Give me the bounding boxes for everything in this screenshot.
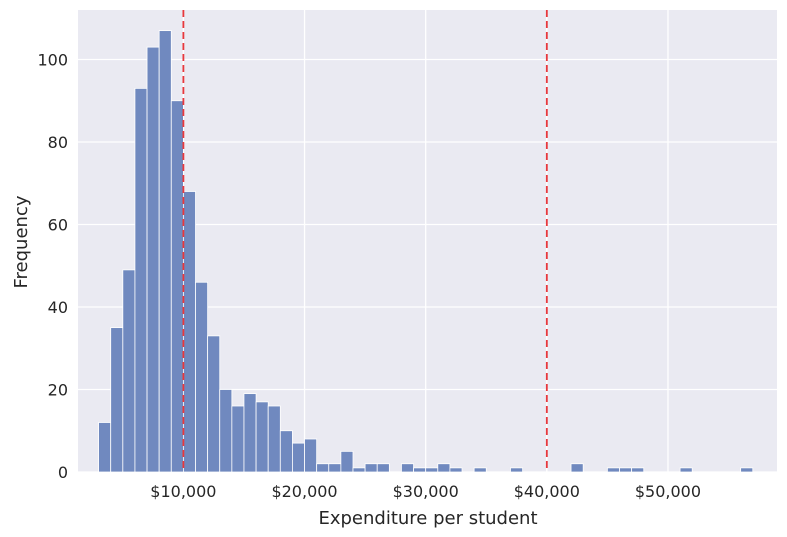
x-tick-label: $20,000 — [271, 482, 337, 501]
histogram-bar — [158, 30, 172, 473]
histogram-bar — [328, 463, 342, 473]
histogram-bar — [279, 430, 293, 473]
x-tick-label: $10,000 — [150, 482, 216, 501]
histogram-bar — [243, 393, 257, 473]
histogram-bar — [401, 463, 414, 473]
histogram-bar — [740, 467, 754, 473]
histogram-bar — [473, 467, 487, 473]
histogram-bar — [134, 87, 148, 473]
histogram-bar — [364, 463, 378, 473]
histogram-bar — [304, 438, 318, 473]
histogram-bar — [170, 100, 184, 473]
x-tick-labels: $10,000 $20,000 $30,000 $40,000 $50,000 — [150, 482, 701, 501]
histogram-bar — [425, 467, 439, 473]
histogram-bar — [292, 442, 305, 473]
y-tick-label: 20 — [48, 381, 68, 400]
histogram-bar — [182, 191, 196, 473]
histogram-bar — [352, 467, 366, 473]
histogram-bar — [376, 463, 390, 473]
histogram-bar — [437, 463, 451, 473]
y-tick-label: 40 — [48, 298, 68, 317]
histogram-bar — [449, 467, 463, 473]
histogram-bar — [146, 46, 160, 473]
histogram-bar — [255, 401, 269, 473]
y-tick-label: 80 — [48, 133, 68, 152]
histogram-bar — [510, 467, 523, 473]
x-tick-label: $50,000 — [635, 482, 701, 501]
histogram-bar — [606, 467, 620, 473]
y-axis-label: Frequency — [11, 195, 32, 288]
histogram-bar — [231, 405, 245, 473]
y-tick-label: 0 — [58, 463, 68, 482]
histogram-bar — [340, 450, 354, 473]
reference-lines — [182, 10, 548, 472]
histogram-bar — [679, 467, 693, 473]
histogram-bar — [413, 467, 427, 473]
histogram-bar — [219, 389, 233, 473]
histogram-bar — [316, 463, 330, 473]
histogram-bar — [207, 335, 221, 473]
histogram-bar — [110, 327, 124, 473]
histogram-bar — [195, 281, 209, 473]
histogram-bar — [631, 467, 645, 473]
y-tick-labels: 0 20 40 60 80 100 — [37, 51, 68, 483]
histogram-bars — [98, 30, 754, 473]
histogram-bar — [267, 405, 281, 473]
x-tick-label: $30,000 — [393, 482, 459, 501]
x-tick-label: $40,000 — [514, 482, 580, 501]
y-tick-label: 60 — [48, 216, 68, 235]
histogram-bar — [98, 422, 112, 473]
y-tick-label: 100 — [37, 51, 68, 70]
x-axis-label: Expenditure per student — [318, 508, 537, 529]
histogram-bar — [619, 467, 633, 473]
histogram-bar — [122, 269, 136, 473]
histogram-bar — [570, 463, 584, 473]
